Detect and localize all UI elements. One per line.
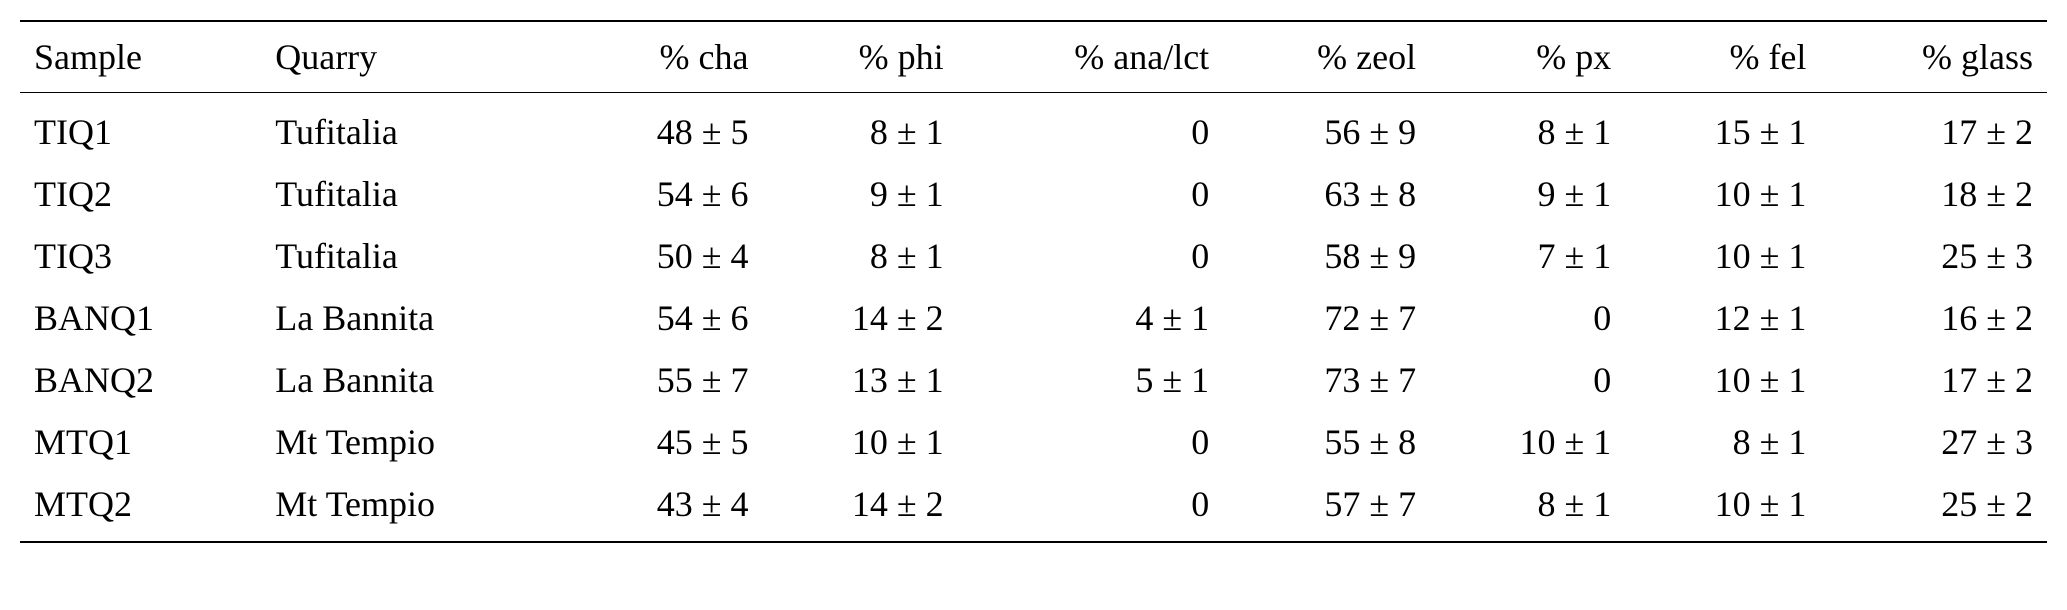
cell-ana-lct: 0 <box>958 225 1224 287</box>
cell-ana-lct: 0 <box>958 473 1224 542</box>
cell-cha: 50 ± 4 <box>567 225 762 287</box>
header-phi: % phi <box>762 21 957 93</box>
header-fel: % fel <box>1625 21 1820 93</box>
header-glass: % glass <box>1820 21 2047 93</box>
cell-phi: 14 ± 2 <box>762 473 957 542</box>
cell-phi: 10 ± 1 <box>762 411 957 473</box>
cell-phi: 14 ± 2 <box>762 287 957 349</box>
cell-px: 0 <box>1430 287 1625 349</box>
cell-sample: MTQ1 <box>20 411 261 473</box>
header-quarry: Quarry <box>261 21 567 93</box>
cell-zeol: 55 ± 8 <box>1223 411 1430 473</box>
table-row: TIQ2 Tufitalia 54 ± 6 9 ± 1 0 63 ± 8 9 ±… <box>20 163 2047 225</box>
cell-fel: 10 ± 1 <box>1625 163 1820 225</box>
cell-cha: 55 ± 7 <box>567 349 762 411</box>
cell-sample: TIQ2 <box>20 163 261 225</box>
cell-quarry: Mt Tempio <box>261 411 567 473</box>
table-row: TIQ1 Tufitalia 48 ± 5 8 ± 1 0 56 ± 9 8 ±… <box>20 93 2047 164</box>
cell-glass: 17 ± 2 <box>1820 93 2047 164</box>
cell-zeol: 57 ± 7 <box>1223 473 1430 542</box>
cell-ana-lct: 4 ± 1 <box>958 287 1224 349</box>
cell-phi: 13 ± 1 <box>762 349 957 411</box>
cell-glass: 16 ± 2 <box>1820 287 2047 349</box>
header-row: Sample Quarry % cha % phi % ana/lct % ze… <box>20 21 2047 93</box>
table-row: BANQ2 La Bannita 55 ± 7 13 ± 1 5 ± 1 73 … <box>20 349 2047 411</box>
header-cha: % cha <box>567 21 762 93</box>
cell-fel: 8 ± 1 <box>1625 411 1820 473</box>
cell-fel: 12 ± 1 <box>1625 287 1820 349</box>
cell-cha: 48 ± 5 <box>567 93 762 164</box>
cell-phi: 8 ± 1 <box>762 225 957 287</box>
cell-glass: 27 ± 3 <box>1820 411 2047 473</box>
table-row: MTQ1 Mt Tempio 45 ± 5 10 ± 1 0 55 ± 8 10… <box>20 411 2047 473</box>
cell-quarry: Tufitalia <box>261 225 567 287</box>
cell-fel: 10 ± 1 <box>1625 349 1820 411</box>
cell-cha: 43 ± 4 <box>567 473 762 542</box>
cell-px: 9 ± 1 <box>1430 163 1625 225</box>
table-row: BANQ1 La Bannita 54 ± 6 14 ± 2 4 ± 1 72 … <box>20 287 2047 349</box>
cell-quarry: Tufitalia <box>261 93 567 164</box>
header-zeol: % zeol <box>1223 21 1430 93</box>
cell-fel: 10 ± 1 <box>1625 225 1820 287</box>
cell-fel: 10 ± 1 <box>1625 473 1820 542</box>
cell-quarry: Tufitalia <box>261 163 567 225</box>
cell-cha: 54 ± 6 <box>567 287 762 349</box>
cell-sample: BANQ1 <box>20 287 261 349</box>
table-row: TIQ3 Tufitalia 50 ± 4 8 ± 1 0 58 ± 9 7 ±… <box>20 225 2047 287</box>
cell-quarry: Mt Tempio <box>261 473 567 542</box>
cell-ana-lct: 0 <box>958 163 1224 225</box>
header-ana-lct: % ana/lct <box>958 21 1224 93</box>
cell-glass: 18 ± 2 <box>1820 163 2047 225</box>
header-sample: Sample <box>20 21 261 93</box>
cell-glass: 25 ± 3 <box>1820 225 2047 287</box>
cell-glass: 25 ± 2 <box>1820 473 2047 542</box>
cell-sample: BANQ2 <box>20 349 261 411</box>
cell-ana-lct: 0 <box>958 93 1224 164</box>
cell-px: 10 ± 1 <box>1430 411 1625 473</box>
cell-sample: TIQ1 <box>20 93 261 164</box>
cell-zeol: 56 ± 9 <box>1223 93 1430 164</box>
table-body: TIQ1 Tufitalia 48 ± 5 8 ± 1 0 56 ± 9 8 ±… <box>20 93 2047 543</box>
cell-quarry: La Bannita <box>261 349 567 411</box>
cell-zeol: 72 ± 7 <box>1223 287 1430 349</box>
cell-phi: 9 ± 1 <box>762 163 957 225</box>
cell-sample: MTQ2 <box>20 473 261 542</box>
cell-zeol: 58 ± 9 <box>1223 225 1430 287</box>
cell-px: 7 ± 1 <box>1430 225 1625 287</box>
cell-fel: 15 ± 1 <box>1625 93 1820 164</box>
cell-cha: 54 ± 6 <box>567 163 762 225</box>
cell-phi: 8 ± 1 <box>762 93 957 164</box>
cell-cha: 45 ± 5 <box>567 411 762 473</box>
cell-glass: 17 ± 2 <box>1820 349 2047 411</box>
cell-px: 8 ± 1 <box>1430 473 1625 542</box>
cell-ana-lct: 5 ± 1 <box>958 349 1224 411</box>
table-header: Sample Quarry % cha % phi % ana/lct % ze… <box>20 21 2047 93</box>
header-px: % px <box>1430 21 1625 93</box>
table-row: MTQ2 Mt Tempio 43 ± 4 14 ± 2 0 57 ± 7 8 … <box>20 473 2047 542</box>
cell-sample: TIQ3 <box>20 225 261 287</box>
cell-zeol: 73 ± 7 <box>1223 349 1430 411</box>
cell-zeol: 63 ± 8 <box>1223 163 1430 225</box>
cell-px: 8 ± 1 <box>1430 93 1625 164</box>
cell-px: 0 <box>1430 349 1625 411</box>
cell-quarry: La Bannita <box>261 287 567 349</box>
data-table: Sample Quarry % cha % phi % ana/lct % ze… <box>20 20 2047 543</box>
cell-ana-lct: 0 <box>958 411 1224 473</box>
